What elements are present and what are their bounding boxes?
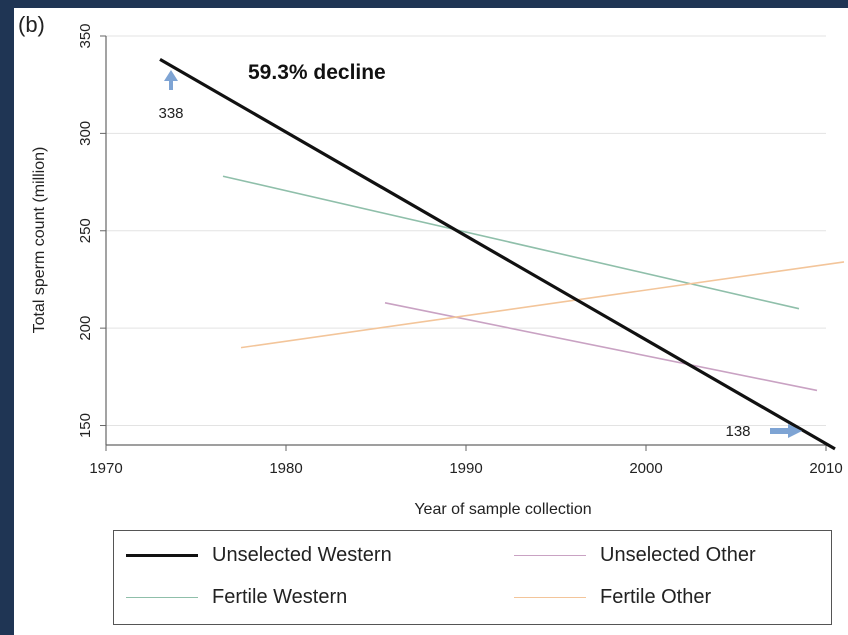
y-tick-label: 200: [77, 316, 94, 341]
series-line-fertile-western: [222, 175, 800, 310]
x-tick-label: 1980: [269, 460, 302, 477]
legend-label: Fertile Other: [600, 586, 712, 608]
legend-label: Fertile Western: [212, 586, 348, 608]
axes: [105, 36, 826, 446]
series: [159, 57, 845, 451]
legend-item-unselected-other: Unselected Other: [514, 544, 756, 567]
series-line-unselected-other: [384, 302, 818, 392]
x-axis-label: Year of sample collection: [414, 501, 591, 518]
end-value-label: 138: [725, 423, 750, 440]
legend-item-fertile-other: Fertile Other: [514, 586, 711, 609]
start-arrow-icon: [164, 70, 178, 90]
legend-swatch: [514, 555, 586, 556]
y-tick-label: 300: [77, 121, 94, 146]
legend-item-fertile-western: Fertile Western: [126, 586, 347, 609]
y-tick-label: 350: [77, 23, 94, 48]
x-tick-label: 2000: [629, 460, 662, 477]
legend-label: Unselected Western: [212, 544, 392, 566]
legend-swatch: [126, 554, 198, 557]
x-tick-label: 2010: [809, 460, 842, 477]
end-arrow-icon: [770, 424, 802, 438]
legend-item-unselected-western: Unselected Western: [126, 544, 392, 567]
series-line-unselected-western: [159, 57, 836, 451]
series-line-fertile-other: [240, 261, 845, 349]
chart-frame: (b) 150 200 250 300 350 1970 1980 1990 2000 2010 …: [14, 8, 848, 635]
y-axis-label: Total sperm count (million): [31, 147, 48, 334]
legend: Unselected Western Unselected Other Fert…: [113, 530, 832, 625]
panel-label: (b): [18, 12, 45, 37]
y-tick-label: 150: [77, 413, 94, 438]
legend-swatch: [514, 597, 586, 598]
legend-label: Unselected Other: [600, 544, 756, 566]
start-value-label: 338: [158, 105, 183, 122]
grid: [106, 35, 826, 427]
x-tick-label: 1990: [449, 460, 482, 477]
decline-annotation: 59.3% decline: [248, 61, 386, 84]
legend-swatch: [126, 597, 198, 598]
ticks: 150 200 250 300 350 1970 1980 1990 2000 2010: [77, 23, 843, 477]
x-tick-label: 1970: [89, 460, 122, 477]
y-tick-label: 250: [77, 218, 94, 243]
